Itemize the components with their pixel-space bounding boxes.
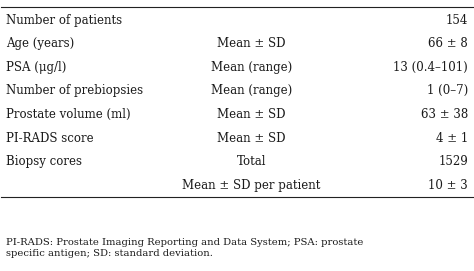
Text: Number of prebiopsies: Number of prebiopsies (6, 84, 143, 97)
Text: 4 ± 1: 4 ± 1 (436, 132, 468, 144)
Text: Mean ± SD: Mean ± SD (217, 37, 285, 50)
Text: Biopsy cores: Biopsy cores (6, 155, 82, 168)
Text: Number of patients: Number of patients (6, 14, 122, 27)
Text: 1529: 1529 (438, 155, 468, 168)
Text: 63 ± 38: 63 ± 38 (420, 108, 468, 121)
Text: Prostate volume (ml): Prostate volume (ml) (6, 108, 131, 121)
Text: PI-RADS: Prostate Imaging Reporting and Data System; PSA: prostate
specific anti: PI-RADS: Prostate Imaging Reporting and … (6, 238, 364, 258)
Text: Mean ± SD per patient: Mean ± SD per patient (182, 179, 320, 192)
Text: Age (years): Age (years) (6, 37, 74, 50)
Text: 66 ± 8: 66 ± 8 (428, 37, 468, 50)
Text: Total: Total (237, 155, 266, 168)
Text: Mean (range): Mean (range) (210, 84, 292, 97)
Text: 13 (0.4–101): 13 (0.4–101) (393, 61, 468, 74)
Text: 10 ± 3: 10 ± 3 (428, 179, 468, 192)
Text: Mean (range): Mean (range) (210, 61, 292, 74)
Text: 1 (0–7): 1 (0–7) (427, 84, 468, 97)
Text: 154: 154 (446, 14, 468, 27)
Text: PI-RADS score: PI-RADS score (6, 132, 94, 144)
Text: PSA (μg/l): PSA (μg/l) (6, 61, 66, 74)
Text: Mean ± SD: Mean ± SD (217, 108, 285, 121)
Text: Mean ± SD: Mean ± SD (217, 132, 285, 144)
